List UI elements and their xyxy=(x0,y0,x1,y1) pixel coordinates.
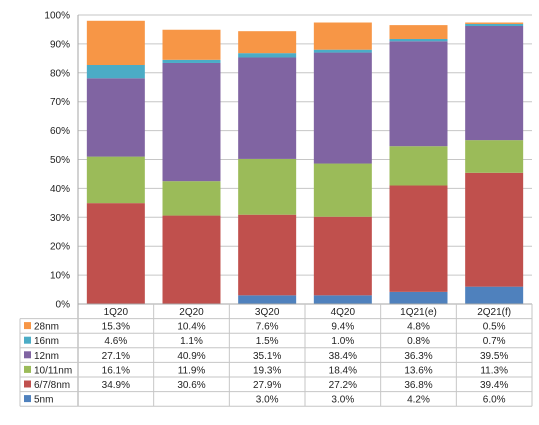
data-table-value: 30.6% xyxy=(177,380,205,391)
x-category-label: 2Q20 xyxy=(179,307,204,318)
bar-segment xyxy=(465,23,524,26)
data-table-value: 16.1% xyxy=(102,365,130,376)
bar-segment xyxy=(465,140,524,173)
y-tick-label: 60% xyxy=(50,126,70,137)
data-table-value: 36.8% xyxy=(404,380,432,391)
bar-segment xyxy=(86,156,145,204)
x-category-label: 4Q20 xyxy=(331,307,356,318)
data-table-value: 18.4% xyxy=(329,365,357,376)
bar-segment xyxy=(238,53,297,58)
bar-segment xyxy=(465,25,524,141)
x-category-label: 3Q20 xyxy=(255,307,280,318)
bar-segment xyxy=(313,22,372,50)
bar-segment xyxy=(313,49,372,53)
bar-segment xyxy=(86,78,145,157)
data-table-value: 4.6% xyxy=(104,336,127,347)
legend-swatch xyxy=(24,365,31,373)
bar-segment xyxy=(389,146,448,186)
legend-swatch xyxy=(24,351,31,359)
data-table-value: 38.4% xyxy=(329,351,357,362)
data-table-value: 1.1% xyxy=(180,336,203,347)
bar-segment xyxy=(238,214,297,296)
bar-segment xyxy=(313,52,372,164)
y-tick-label: 30% xyxy=(50,213,70,224)
legend-label: 6/7/8nm xyxy=(34,380,70,391)
legend-swatch xyxy=(24,322,31,330)
y-tick-label: 10% xyxy=(50,271,70,282)
data-table-value: 3.0% xyxy=(256,395,279,406)
bar-segment xyxy=(389,25,448,39)
data-table-value: 0.5% xyxy=(483,322,506,333)
data-table-value: 10.4% xyxy=(177,322,205,333)
data-table-value: 3.0% xyxy=(331,395,354,406)
bar-segment xyxy=(86,203,145,304)
legend-swatch xyxy=(24,336,31,344)
bar-segment xyxy=(162,181,221,216)
data-table-value: 0.7% xyxy=(483,336,506,347)
y-tick-label: 0% xyxy=(56,300,71,311)
y-tick-label: 90% xyxy=(50,39,70,50)
legend-label: 5nm xyxy=(34,395,53,406)
bar-segment xyxy=(465,22,524,24)
legend-label: 16nm xyxy=(34,336,59,347)
data-table-value: 27.2% xyxy=(329,380,357,391)
y-tick-label: 100% xyxy=(44,11,70,22)
bar-segment xyxy=(313,295,372,304)
data-table-value: 4.8% xyxy=(407,322,430,333)
bar-segment xyxy=(162,59,221,63)
bar-segment xyxy=(86,20,145,65)
data-table-value: 40.9% xyxy=(177,351,205,362)
data-table-value: 1.0% xyxy=(331,336,354,347)
data-table-value: 19.3% xyxy=(253,365,281,376)
data-table-value: 11.9% xyxy=(178,365,206,376)
y-tick-label: 40% xyxy=(50,184,70,195)
legend-swatch xyxy=(24,380,31,388)
bar-segment xyxy=(389,185,448,292)
data-table-value: 7.6% xyxy=(256,322,279,333)
data-table-value: 9.4% xyxy=(331,322,354,333)
legend-swatch xyxy=(24,395,31,403)
bar-segment xyxy=(86,64,145,79)
bar-segment xyxy=(465,172,524,287)
data-table-value: 11.3% xyxy=(480,365,508,376)
legend-label: 10/11nm xyxy=(34,365,72,376)
bar-segment xyxy=(313,163,372,217)
data-table-value: 35.1% xyxy=(253,351,281,362)
data-table-value: 4.2% xyxy=(407,395,430,406)
data-table-value: 34.9% xyxy=(102,380,130,391)
data-table-value: 0.8% xyxy=(407,336,430,347)
data-table-value: 6.0% xyxy=(483,395,506,406)
bar-segment xyxy=(465,286,524,304)
bar-segment xyxy=(389,291,448,304)
x-category-label: 1Q20 xyxy=(104,307,129,318)
y-tick-label: 80% xyxy=(50,68,70,79)
legend-label: 12nm xyxy=(34,351,59,362)
data-table-value: 39.5% xyxy=(480,351,508,362)
x-category-label: 2Q21(f) xyxy=(477,307,511,318)
bar-segment xyxy=(238,158,297,215)
bar-segment xyxy=(162,62,221,182)
y-tick-label: 70% xyxy=(50,97,70,108)
bar-segment xyxy=(238,31,297,54)
bar-segment xyxy=(238,57,297,159)
bar-segment xyxy=(238,295,297,304)
data-table-value: 15.3% xyxy=(102,322,130,333)
legend-label: 28nm xyxy=(34,322,59,333)
bar-segment xyxy=(389,41,448,147)
data-table-value: 27.9% xyxy=(253,380,281,391)
data-table-value: 27.1% xyxy=(102,351,130,362)
y-tick-label: 20% xyxy=(50,242,70,253)
bar-segment xyxy=(313,216,372,296)
data-table-value: 13.6% xyxy=(404,365,432,376)
bar-segment xyxy=(162,215,221,304)
data-table-value: 39.4% xyxy=(480,380,508,391)
data-table-value: 36.3% xyxy=(404,351,432,362)
bar-segment xyxy=(162,29,221,60)
data-table-value: 1.5% xyxy=(256,336,279,347)
x-category-label: 1Q21(e) xyxy=(400,307,437,318)
bar-segment xyxy=(389,38,448,42)
y-tick-label: 50% xyxy=(50,155,70,166)
